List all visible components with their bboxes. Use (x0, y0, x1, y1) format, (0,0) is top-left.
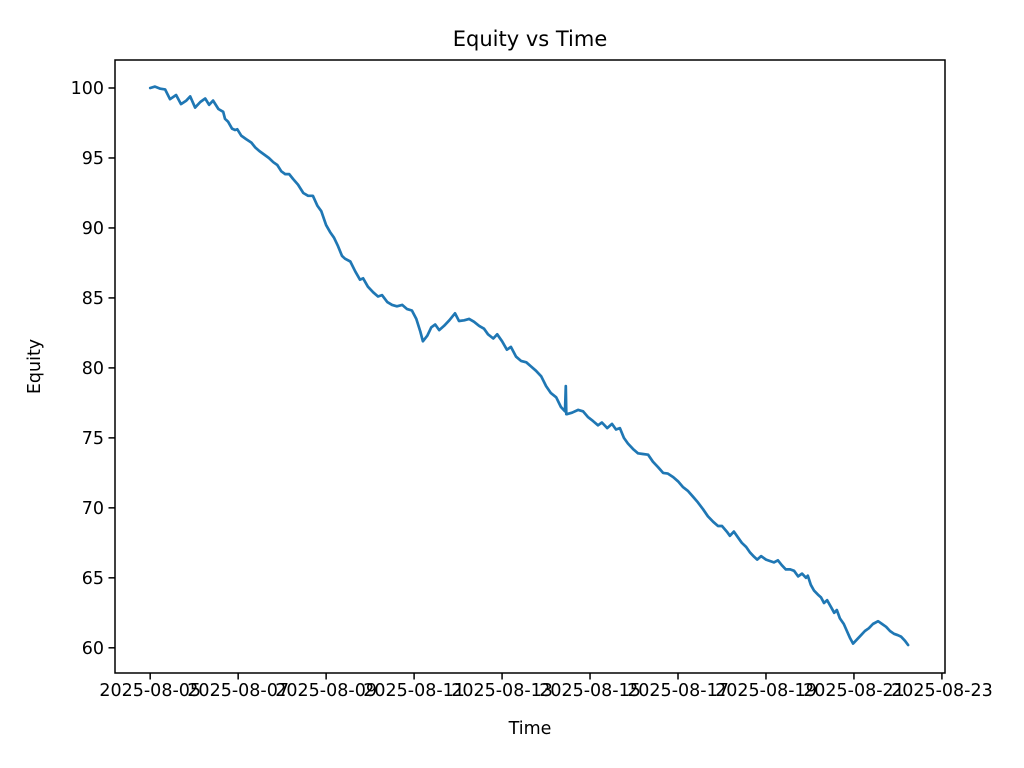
x-tick-label: 2025-08-13 (451, 681, 553, 701)
y-axis-label: Equity (25, 339, 45, 394)
chart-title: Equity vs Time (453, 27, 608, 51)
x-tick-label: 2025-08-23 (891, 681, 993, 701)
y-tick-label: 70 (82, 499, 104, 519)
y-tick-label: 75 (82, 429, 104, 449)
x-tick-label: 2025-08-15 (539, 681, 641, 701)
x-axis-label: Time (508, 719, 552, 739)
y-tick-label: 80 (82, 359, 104, 379)
x-tick-label: 2025-08-07 (187, 681, 289, 701)
x-tick-label: 2025-08-21 (803, 681, 905, 701)
y-tick-label: 100 (71, 79, 104, 99)
x-tick-label: 2025-08-05 (99, 681, 201, 701)
x-tick-label: 2025-08-09 (275, 681, 377, 701)
equity-series-line (148, 85, 910, 647)
x-axis-ticks: 2025-08-052025-08-072025-08-092025-08-11… (99, 673, 993, 701)
y-tick-label: 85 (82, 289, 104, 309)
y-tick-label: 65 (82, 569, 104, 589)
y-axis-ticks: 60 65 70 75 80 85 90 95 100 (71, 79, 115, 659)
x-tick-label: 2025-08-11 (363, 681, 465, 701)
y-tick-label: 60 (82, 639, 104, 659)
plot-area-border (114, 59, 946, 674)
y-tick-label: 90 (82, 219, 104, 239)
x-tick-label: 2025-08-17 (627, 681, 729, 701)
y-tick-label: 95 (82, 149, 104, 169)
x-tick-label: 2025-08-19 (715, 681, 817, 701)
